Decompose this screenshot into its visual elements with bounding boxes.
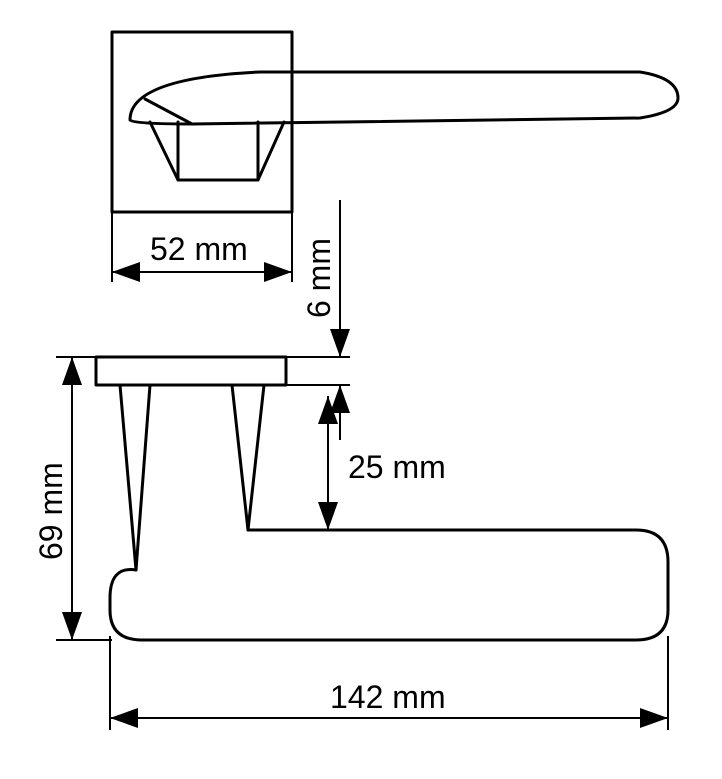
- label-total-height: 69 mm: [33, 462, 69, 560]
- view-front: [112, 32, 678, 212]
- label-total-length: 142 mm: [330, 679, 446, 715]
- label-rose-thickness: 6 mm: [301, 238, 337, 318]
- view-top: [96, 357, 668, 640]
- technical-drawing: 52 mm 6 mm 25 mm 69 mm 142 mm: [0, 0, 722, 779]
- dimension-inner-drop: [264, 396, 340, 530]
- label-inner-drop: 25 mm: [348, 449, 446, 485]
- label-rose-width: 52 mm: [150, 231, 248, 267]
